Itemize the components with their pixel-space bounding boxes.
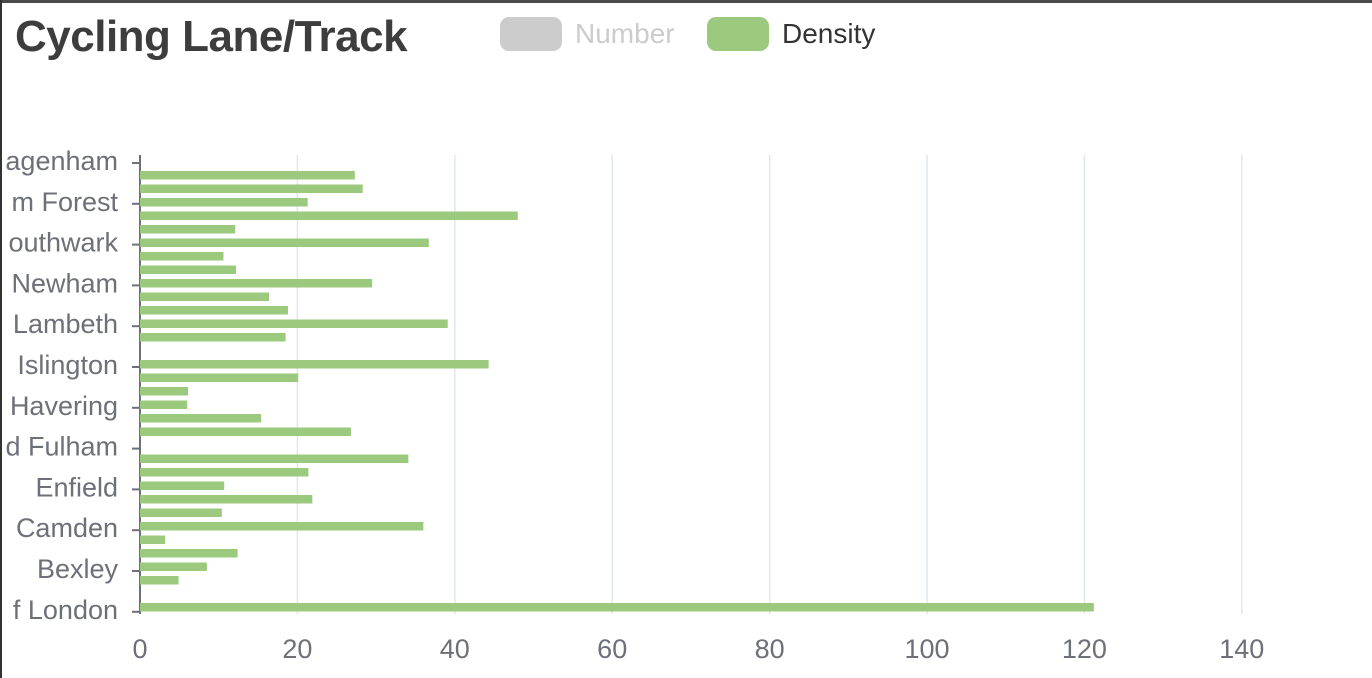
bar-17 <box>140 387 189 396</box>
bar-1 <box>140 171 355 180</box>
y-tick-label-7: d Fulham <box>5 432 118 462</box>
bar-19 <box>140 414 262 423</box>
bar-11 <box>140 306 288 315</box>
bar-27 <box>140 522 424 531</box>
legend-item-number[interactable]: Number <box>500 16 675 52</box>
y-tick-label-3: Newham <box>11 268 118 298</box>
bar-13 <box>140 333 286 342</box>
bar-25 <box>140 495 313 504</box>
bar-8 <box>140 265 237 274</box>
window-top-border <box>0 0 1372 3</box>
x-tick-label-6: 120 <box>1062 634 1107 664</box>
bar-2 <box>140 184 363 193</box>
y-tick-label-11: f London <box>13 595 118 625</box>
y-tick-label-10: Bexley <box>37 554 119 584</box>
x-tick-label-4: 80 <box>755 634 785 664</box>
bar-10 <box>140 292 270 301</box>
y-tick-label-9: Camden <box>16 513 118 543</box>
legend-swatch-density <box>707 17 769 51</box>
legend-label-number: Number <box>575 18 675 49</box>
x-tick-label-3: 60 <box>597 634 627 664</box>
bar-4 <box>140 211 518 220</box>
bar-23 <box>140 468 309 477</box>
y-tick-label-1: m Forest <box>11 187 118 217</box>
bar-18 <box>140 400 188 409</box>
bar-15 <box>140 360 489 369</box>
y-tick-label-6: Havering <box>10 391 118 421</box>
y-tick-label-0: agenham <box>5 146 118 176</box>
bar-7 <box>140 252 224 261</box>
chart-title: Cycling Lane/Track <box>15 12 408 61</box>
y-tick-label-2: outhwark <box>8 228 118 258</box>
x-tick-label-5: 100 <box>904 634 949 664</box>
y-tick-label-8: Enfield <box>35 472 118 502</box>
bar-31 <box>140 576 179 585</box>
y-tick-label-5: Islington <box>17 350 118 380</box>
y-tick-label-4: Lambeth <box>13 309 118 339</box>
bar-9 <box>140 279 373 288</box>
bar-3 <box>140 198 308 207</box>
bar-24 <box>140 481 225 490</box>
bar-30 <box>140 562 207 571</box>
bar-29 <box>140 549 238 558</box>
bar-12 <box>140 319 448 328</box>
window-left-border <box>0 0 2 678</box>
bar-26 <box>140 508 222 517</box>
bar-5 <box>140 225 236 234</box>
bar-28 <box>140 535 166 544</box>
bar-33 <box>140 603 1094 612</box>
legend-label-density: Density <box>782 18 876 49</box>
bar-16 <box>140 373 299 382</box>
x-tick-label-1: 20 <box>282 634 312 664</box>
bar-22 <box>140 454 409 463</box>
legend-item-density[interactable]: Density <box>707 16 875 52</box>
x-tick-label-0: 0 <box>132 634 147 664</box>
x-tick-label-2: 40 <box>440 634 470 664</box>
x-tick-label-7: 140 <box>1219 634 1264 664</box>
bar-6 <box>140 238 429 247</box>
bar-20 <box>140 427 351 436</box>
legend-swatch-number <box>500 17 562 51</box>
